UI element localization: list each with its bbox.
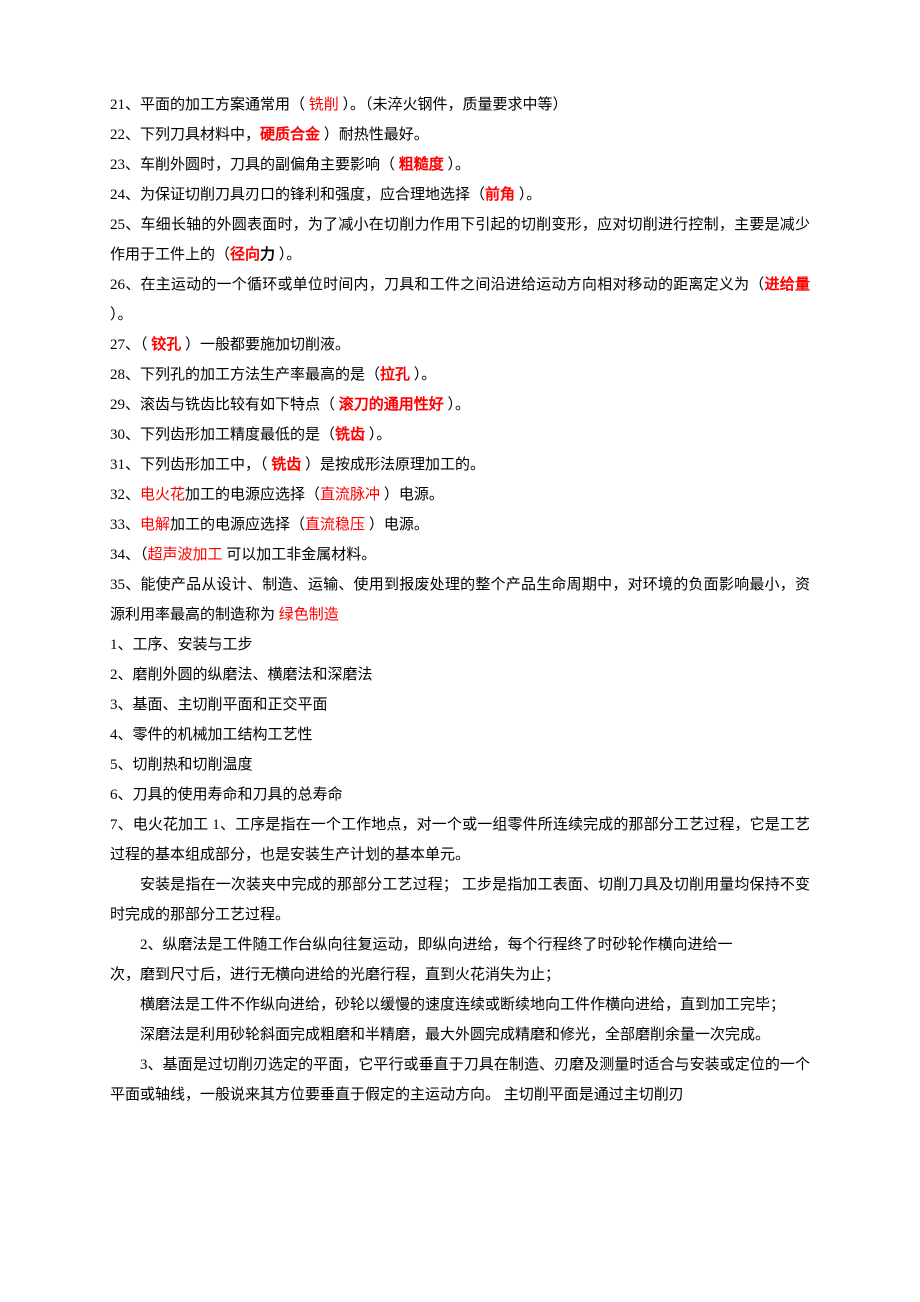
q31: 31、下列齿形加工中，（ 铣齿 ）是按成形法原理加工的。 [110,450,810,480]
q23-post: ）。 [444,157,470,173]
q30-pre: 30、下列齿形加工精度最低的是（ [110,427,335,443]
q21-post: ）。（未淬火钢件，质量要求中等） [339,97,568,113]
q24-answer: 前角 [485,187,515,203]
para-transverse: 横磨法是工件不作纵向进给，砂轮以缓慢的速度连续或断续地向工件作横向进给，直到加工… [110,990,810,1020]
q33-post: ）电源。 [365,517,429,533]
q21-answer: 铣削 [309,97,339,113]
q32-mid: 加工的电源应选择（ [185,487,320,503]
q27-pre: 27、（ [110,337,151,353]
para-base-plane: 3、基面是过切削刃选定的平面，它平行或垂直于刀具在制造、刃磨及测量时适合与安装或… [110,1050,810,1110]
q28-answer: 拉孔 [380,367,410,383]
q35-pre: 35、能使产品从设计、制造、运输、使用到报废处理的整个产品生命周期中，对环境的负… [110,577,810,623]
q29: 29、滚齿与铣齿比较有如下特点（ 滚刀的通用性好 ）。 [110,390,810,420]
q28-pre: 28、下列孔的加工方法生产率最高的是（ [110,367,380,383]
q35-answer: 绿色制造 [279,607,339,623]
q31-pre: 31、下列齿形加工中，（ [110,457,271,473]
note-1: 1、工序、安装与工步 [110,630,810,660]
note-7: 7、电火花加工 1、工序是指在一个工作地点，对一个或一组零件所连续完成的那部分工… [110,810,810,870]
q27-post: ）一般都要施加切削液。 [181,337,350,353]
note-2: 2、磨削外圆的纵磨法、横磨法和深磨法 [110,660,810,690]
q30-post: ）。 [365,427,391,443]
q21: 21、平面的加工方案通常用（ 铣削 ）。（未淬火钢件，质量要求中等） [110,90,810,120]
note-4: 4、零件的机械加工结构工艺性 [110,720,810,750]
q31-post: ）是按成形法原理加工的。 [301,457,485,473]
q34-answer: 超声波加工 [148,547,223,563]
q23-pre: 23、车削外圆时，刀具的副偏角主要影响（ [110,157,399,173]
q29-pre: 29、滚齿与铣齿比较有如下特点（ [110,397,339,413]
q35: 35、能使产品从设计、制造、运输、使用到报废处理的整个产品生命周期中，对环境的负… [110,570,810,630]
q24-pre: 24、为保证切削刀具刃口的锋利和强度，应合理地选择（ [110,187,485,203]
q33-answer2: 直流稳压 [305,517,365,533]
q21-pre: 21、平面的加工方案通常用（ [110,97,309,113]
note-3: 3、基面、主切削平面和正交平面 [110,690,810,720]
para-longitudinal-a: 2、纵磨法是工件随工作台纵向往复运动，即纵向进给，每个行程终了时砂轮作横向进给一 [110,930,810,960]
q33-mid: 加工的电源应选择（ [170,517,305,533]
q27-answer: 铰孔 [151,337,181,353]
q29-post: ）。 [444,397,470,413]
q22-pre: 22、下列刀具材料中， [110,127,260,143]
q34-post: 可以加工非金属材料。 [223,547,377,563]
q23: 23、车削外圆时，刀具的副偏角主要影响（ 粗糙度 ）。 [110,150,810,180]
q25: 25、车细长轴的外圆表面时，为了减小在切削力作用下引起的切削变形，应对切削进行控… [110,210,810,270]
q34: 34、（超声波加工 可以加工非金属材料。 [110,540,810,570]
q31-answer: 铣齿 [271,457,301,473]
q27: 27、（ 铰孔 ）一般都要施加切削液。 [110,330,810,360]
q22-post: ）耐热性最好。 [320,127,429,143]
q25-post: ）。 [275,247,301,263]
q22: 22、下列刀具材料中，硬质合金 ）耐热性最好。 [110,120,810,150]
q25-answer2: 力 [260,247,275,263]
para-longitudinal-b: 次，磨到尺寸后，进行无横向进给的光磨行程，直到火花消失为止； [110,960,810,990]
q33: 33、电解加工的电源应选择（直流稳压 ）电源。 [110,510,810,540]
q32-answer1: 电火花 [140,487,185,503]
q24: 24、为保证切削刀具刃口的锋利和强度，应合理地选择（前角 ）。 [110,180,810,210]
q23-answer: 粗糙度 [399,157,444,173]
q32-pre: 32、 [110,487,140,503]
q22-answer: 硬质合金 [260,127,320,143]
note-5: 5、切削热和切削温度 [110,750,810,780]
q26-pre: 26、在主运动的一个循环或单位时间内，刀具和工件之间沿进给运动方向相对移动的距离… [110,277,765,293]
para-deep: 深磨法是利用砂轮斜面完成粗磨和半精磨，最大外圆完成精磨和修光，全部磨削余量一次完… [110,1020,810,1050]
q33-answer1: 电解 [140,517,170,533]
q32-post: ）电源。 [380,487,444,503]
q24-post: ）。 [515,187,541,203]
q26-answer: 进给量 [765,277,810,293]
q28-post: ）。 [410,367,436,383]
q33-pre: 33、 [110,517,140,533]
q34-pre: 34、（ [110,547,148,563]
q26-post: ）。 [110,307,133,323]
q25-pre: 25、车细长轴的外圆表面时，为了减小在切削力作用下引起的切削变形，应对切削进行控… [110,217,810,263]
q28: 28、下列孔的加工方法生产率最高的是（拉孔 ）。 [110,360,810,390]
q26: 26、在主运动的一个循环或单位时间内，刀具和工件之间沿进给运动方向相对移动的距离… [110,270,810,330]
q30-answer: 铣齿 [335,427,365,443]
q29-answer: 滚刀的通用性好 [339,397,444,413]
document-page: 21、平面的加工方案通常用（ 铣削 ）。（未淬火钢件，质量要求中等） 22、下列… [0,0,920,1170]
q32: 32、电火花加工的电源应选择（直流脉冲 ）电源。 [110,480,810,510]
q25-answer1: 径向 [230,247,260,263]
q32-answer2: 直流脉冲 [320,487,380,503]
para-install: 安装是指在一次装夹中完成的那部分工艺过程； 工步是指加工表面、切削刀具及切削用量… [110,870,810,930]
note-6: 6、刀具的使用寿命和刀具的总寿命 [110,780,810,810]
q30: 30、下列齿形加工精度最低的是（铣齿 ）。 [110,420,810,450]
